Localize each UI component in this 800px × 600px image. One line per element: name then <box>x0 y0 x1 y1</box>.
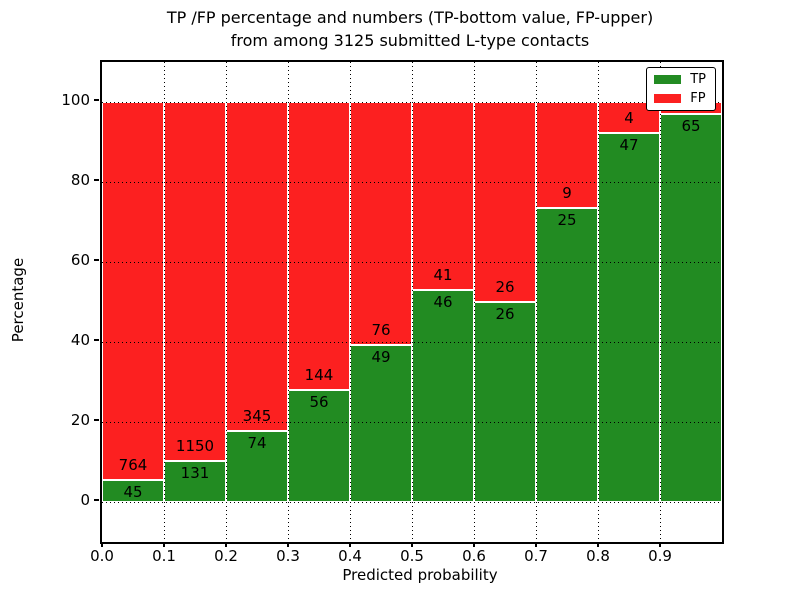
chart-title: TP /FP percentage and numbers (TP-bottom… <box>110 6 710 52</box>
gridline-vertical <box>660 62 661 542</box>
bar-segment-tp <box>164 461 226 502</box>
bar-segment-fp <box>474 102 536 302</box>
y-tick-label: 80 <box>70 171 90 189</box>
y-tick-mark <box>94 499 99 501</box>
gridline-vertical <box>474 62 475 542</box>
fp-count-label: 26 <box>495 278 515 296</box>
legend-entry-fp: FP <box>654 92 706 105</box>
tp-count-label: 45 <box>123 482 143 501</box>
x-tick-label: 0.8 <box>586 547 610 565</box>
fp-count-label: 9 <box>562 184 572 202</box>
y-tick-mark <box>94 259 99 261</box>
y-tick-label: 20 <box>70 411 90 429</box>
x-tick-label: 0.1 <box>152 547 176 565</box>
tp-count-label: 56 <box>309 393 329 411</box>
bar-segment-tp <box>102 479 164 502</box>
plot-area: 764 45 1150 131 345 74 144 56 76 49 41 46 26 26 9 25 4 47… <box>100 60 724 544</box>
y-tick-mark <box>94 339 99 341</box>
x-tick-label: 0.5 <box>400 547 424 565</box>
tp-count-label: 49 <box>371 348 391 367</box>
x-tick-label: 0.0 <box>90 547 114 565</box>
bar-segment-fp <box>226 102 288 432</box>
x-tick-mark <box>473 542 475 547</box>
y-tick-mark <box>94 419 99 421</box>
x-tick-mark <box>101 542 103 547</box>
chart-title-line1: TP /FP percentage and numbers (TP-bottom… <box>166 8 654 27</box>
x-tick-label: 0.7 <box>524 547 548 565</box>
bar-segment-fp <box>350 102 412 346</box>
x-tick-label: 0.9 <box>648 547 672 565</box>
gridline-horizontal <box>102 502 722 503</box>
x-tick-mark <box>287 542 289 547</box>
tp-count-label: 131 <box>180 464 210 483</box>
gridline-vertical <box>288 62 289 542</box>
tp-count-label: 25 <box>557 211 577 229</box>
x-tick-mark <box>225 542 227 547</box>
x-tick-mark <box>535 542 537 547</box>
bar-segment-tp <box>660 114 722 502</box>
gridline-horizontal <box>102 262 722 263</box>
fp-count-label: 764 <box>118 455 148 474</box>
x-tick-label: 0.3 <box>276 547 300 565</box>
chart-title-line2: from among 3125 submitted L-type contact… <box>230 31 590 50</box>
bar-segment-tp <box>350 345 412 502</box>
y-tick-label: 40 <box>70 331 90 349</box>
legend-swatch-fp-icon <box>654 94 682 103</box>
x-tick-mark <box>659 542 661 547</box>
bar-segment-tp <box>536 208 598 502</box>
fp-count-label: 41 <box>433 266 453 285</box>
fp-count-label: 1150 <box>175 437 215 456</box>
bar-segment-fp <box>288 102 350 390</box>
tp-count-label: 46 <box>433 293 453 312</box>
tp-count-label: 65 <box>681 117 701 135</box>
y-tick-label: 0 <box>80 491 90 509</box>
gridline-horizontal <box>102 422 722 423</box>
fp-count-label: 144 <box>304 366 334 384</box>
tp-count-label: 74 <box>247 434 267 453</box>
gridline-horizontal <box>102 342 722 343</box>
y-tick-mark <box>94 179 99 181</box>
legend-label-fp: FP <box>690 91 706 106</box>
gridline-vertical <box>350 62 351 542</box>
x-tick-mark <box>411 542 413 547</box>
x-tick-label: 0.2 <box>214 547 238 565</box>
gridline-horizontal <box>102 102 722 103</box>
bar-segment-fp <box>102 102 164 480</box>
gridline-vertical <box>164 62 165 542</box>
x-tick-mark <box>349 542 351 547</box>
bar-segment-fp <box>164 102 226 462</box>
gridline-vertical <box>598 62 599 542</box>
legend-swatch-tp-icon <box>654 75 682 84</box>
fp-count-label: 4 <box>624 109 634 128</box>
bar-segment-fp <box>536 102 598 208</box>
y-axis-label: Percentage <box>9 257 27 343</box>
gridline-horizontal <box>102 182 722 183</box>
tp-count-label: 26 <box>495 305 515 323</box>
legend: TP FP <box>646 67 716 111</box>
bar-segment-tp <box>598 133 660 502</box>
x-axis-label: Predicted probability <box>342 566 498 584</box>
x-tick-mark <box>163 542 165 547</box>
y-tick-label: 100 <box>61 91 90 109</box>
gridline-vertical <box>536 62 537 542</box>
legend-label-tp: TP <box>690 72 706 87</box>
x-tick-mark <box>597 542 599 547</box>
fp-count-label: 345 <box>242 407 272 426</box>
x-tick-label: 0.6 <box>462 547 486 565</box>
tp-count-label: 47 <box>619 136 639 155</box>
bar-segment-tp <box>474 302 536 502</box>
x-tick-label: 0.4 <box>338 547 362 565</box>
y-tick-mark <box>94 99 99 101</box>
bar-segment-tp <box>412 290 474 502</box>
y-tick-label: 60 <box>70 251 90 269</box>
gridline-vertical <box>226 62 227 542</box>
fp-count-label: 76 <box>371 321 391 340</box>
gridline-vertical <box>412 62 413 542</box>
legend-entry-tp: TP <box>654 73 706 86</box>
